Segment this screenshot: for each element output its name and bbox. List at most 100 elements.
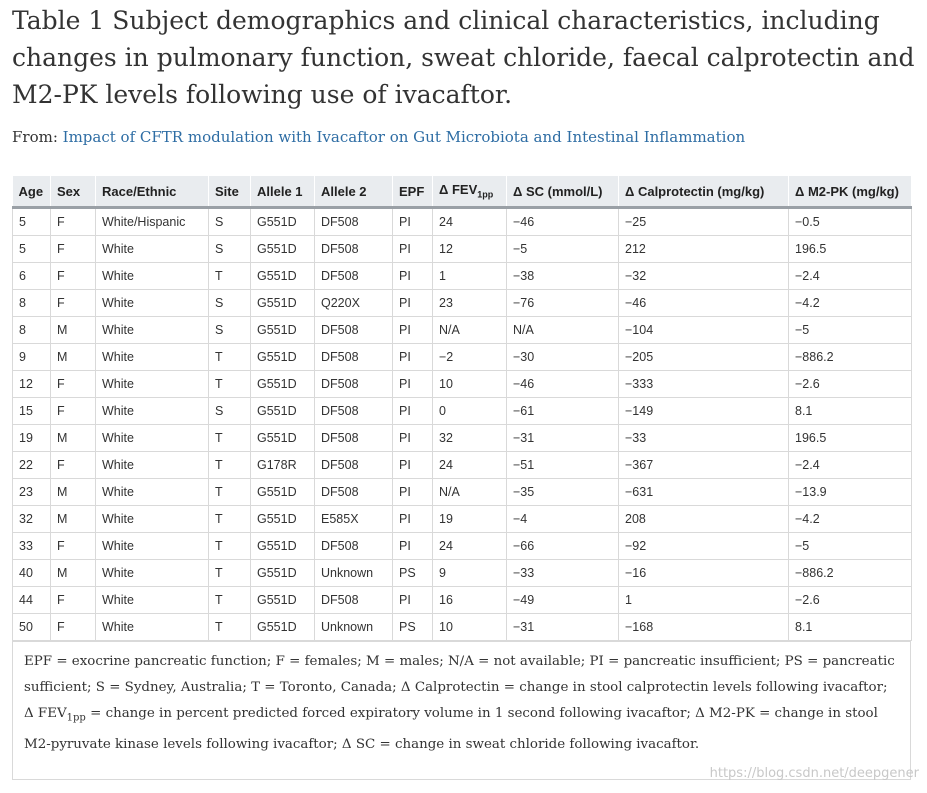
cell-race-ethnic: White: [95, 505, 209, 533]
cell-delta-m2pk: −2.4: [788, 262, 912, 290]
cell-allele-2: Q220X: [314, 289, 393, 317]
cell-delta-m2pk: −0.5: [788, 207, 912, 236]
cell-allele-2: DF508: [314, 370, 393, 398]
table-row: 33 F White T G551D DF508 PI 24 −66 −92 −5: [12, 532, 912, 560]
footnote-text-part2: = change in percent predicted forced exp…: [24, 706, 878, 752]
table-row: 6 F White T G551D DF508 PI 1 −38 −32 −2.4: [12, 262, 912, 290]
cell-delta-fev: 0: [432, 397, 507, 425]
cell-sex: M: [50, 505, 96, 533]
data-table-container: Age Sex Race/Ethnic Site Allele 1 Allele…: [12, 176, 912, 641]
cell-site: T: [208, 262, 251, 290]
table-row: 5 F White S G551D DF508 PI 12 −5 212 196.5: [12, 235, 912, 263]
cell-sex: F: [50, 586, 96, 614]
cell-delta-m2pk: −2.6: [788, 370, 912, 398]
cell-sex: F: [50, 532, 96, 560]
cell-age: 6: [12, 262, 51, 290]
cell-sex: M: [50, 424, 96, 452]
cell-sex: F: [50, 262, 96, 290]
cell-race-ethnic: White: [95, 532, 209, 560]
cell-epf: PI: [392, 451, 433, 479]
cell-age: 33: [12, 532, 51, 560]
cell-sex: F: [50, 397, 96, 425]
demographics-table: Age Sex Race/Ethnic Site Allele 1 Allele…: [12, 176, 912, 641]
cell-site: S: [208, 397, 251, 425]
cell-delta-m2pk: 196.5: [788, 424, 912, 452]
footnote-text-part1: EPF = exocrine pancreatic function; F = …: [24, 654, 895, 721]
cell-site: T: [208, 478, 251, 506]
header-delta-calprotectin: Δ Calprotectin (mg/kg): [618, 176, 789, 209]
cell-allele-1: G551D: [250, 613, 315, 641]
cell-delta-calprotectin: 208: [618, 505, 789, 533]
table-title: Table 1 Subject demographics and clinica…: [12, 6, 915, 109]
cell-site: S: [208, 207, 251, 236]
cell-delta-m2pk: 8.1: [788, 613, 912, 641]
cell-allele-1: G551D: [250, 316, 315, 344]
cell-site: T: [208, 613, 251, 641]
cell-allele-1: G551D: [250, 397, 315, 425]
cell-epf: PS: [392, 613, 433, 641]
cell-epf: PI: [392, 262, 433, 290]
cell-epf: PI: [392, 370, 433, 398]
cell-delta-sc: −31: [506, 613, 619, 641]
cell-race-ethnic: White: [95, 343, 209, 371]
cell-delta-fev: 24: [432, 532, 507, 560]
cell-delta-fev: 9: [432, 559, 507, 587]
cell-delta-m2pk: −4.2: [788, 289, 912, 317]
cell-age: 5: [12, 235, 51, 263]
cell-delta-sc: −30: [506, 343, 619, 371]
cell-delta-m2pk: −5: [788, 316, 912, 344]
cell-delta-fev: 19: [432, 505, 507, 533]
cell-allele-2: DF508: [314, 532, 393, 560]
watermark: https://blog.csdn.net/deepgener: [709, 766, 919, 781]
cell-delta-m2pk: −4.2: [788, 505, 912, 533]
cell-race-ethnic: White: [95, 289, 209, 317]
cell-delta-sc: N/A: [506, 316, 619, 344]
header-delta-sc: Δ SC (mmol/L): [506, 176, 619, 209]
cell-delta-fev: N/A: [432, 478, 507, 506]
cell-allele-2: DF508: [314, 424, 393, 452]
header-site: Site: [208, 176, 251, 209]
cell-age: 8: [12, 289, 51, 317]
cell-delta-sc: −46: [506, 370, 619, 398]
cell-sex: M: [50, 478, 96, 506]
cell-sex: F: [50, 451, 96, 479]
cell-delta-sc: −38: [506, 262, 619, 290]
cell-site: T: [208, 424, 251, 452]
footnote-fev-subscript: 1pp: [66, 712, 86, 724]
cell-epf: PI: [392, 478, 433, 506]
cell-delta-fev: −2: [432, 343, 507, 371]
cell-delta-sc: −49: [506, 586, 619, 614]
cell-sex: F: [50, 207, 96, 236]
cell-allele-2: DF508: [314, 478, 393, 506]
cell-delta-sc: −31: [506, 424, 619, 452]
cell-site: T: [208, 343, 251, 371]
table-row: 22 F White T G178R DF508 PI 24 −51 −367 −2.4: [12, 451, 912, 479]
cell-age: 5: [12, 207, 51, 236]
table-row: 9 M White T G551D DF508 PI −2 −30 −205 −886.2: [12, 343, 912, 371]
table-row: 44 F White T G551D DF508 PI 16 −49 1 −2.6: [12, 586, 912, 614]
source-article-link[interactable]: Impact of CFTR modulation with Ivacaftor…: [62, 128, 746, 146]
cell-delta-calprotectin: −631: [618, 478, 789, 506]
cell-delta-sc: −61: [506, 397, 619, 425]
cell-delta-fev: 1: [432, 262, 507, 290]
cell-age: 9: [12, 343, 51, 371]
cell-delta-sc: −5: [506, 235, 619, 263]
cell-delta-m2pk: −886.2: [788, 559, 912, 587]
cell-delta-sc: −33: [506, 559, 619, 587]
table-row: 50 F White T G551D Unknown PS 10 −31 −168 8.1: [12, 613, 912, 641]
cell-race-ethnic: White/Hispanic: [95, 207, 209, 236]
table-row: 12 F White T G551D DF508 PI 10 −46 −333 −2.6: [12, 370, 912, 398]
header-delta-fev-label: Δ FEV: [439, 182, 478, 198]
cell-delta-calprotectin: −104: [618, 316, 789, 344]
cell-delta-m2pk: −5: [788, 532, 912, 560]
cell-sex: M: [50, 316, 96, 344]
header-race-ethnic: Race/Ethnic: [95, 176, 209, 209]
cell-delta-calprotectin: 1: [618, 586, 789, 614]
cell-site: T: [208, 559, 251, 587]
cell-age: 32: [12, 505, 51, 533]
cell-race-ethnic: White: [95, 613, 209, 641]
header-delta-fev-subscript: 1pp: [477, 189, 494, 200]
cell-allele-2: DF508: [314, 207, 393, 236]
cell-race-ethnic: White: [95, 424, 209, 452]
cell-age: 19: [12, 424, 51, 452]
